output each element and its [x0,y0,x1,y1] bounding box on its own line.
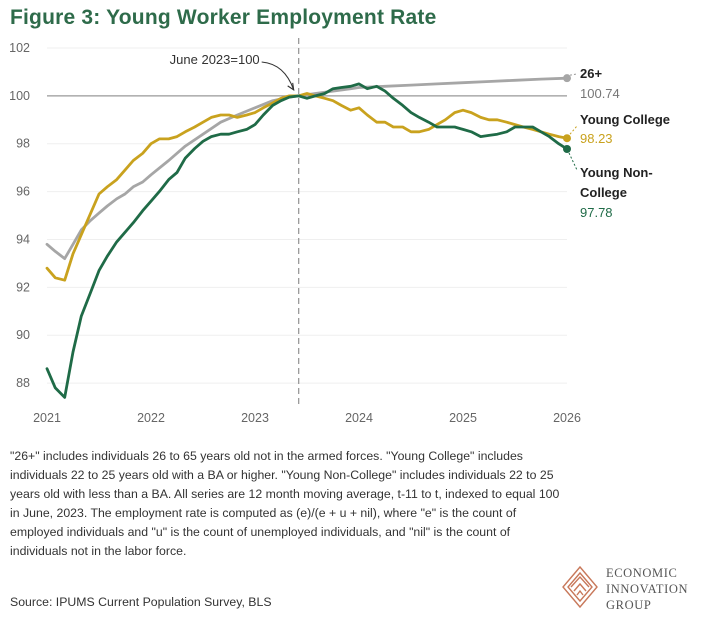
end-labels: 26+ 100.74 Young College 98.23 Young Non- Col… [568,66,670,220]
annotation-arrowhead [287,82,295,92]
x-tick-label: 2023 [241,411,269,425]
x-tick-label: 2022 [137,411,165,425]
y-axis: 88 90 92 94 96 98 100 102 [9,41,30,390]
annotation-arrow [261,61,295,91]
eig-wordmark: ECONOMIC INNOVATION GROUP [606,565,688,613]
label-26plus-name: 26+ [580,66,602,81]
eig-logo: ECONOMIC INNOVATION GROUP [560,563,700,615]
label-26plus-value: 100.74 [580,86,620,101]
y-tick-label: 94 [16,232,30,246]
annotation-label: June 2023=100 [170,52,260,67]
x-tick-label: 2024 [345,411,373,425]
footnote: "26+" includes individuals 26 to 65 year… [10,449,560,558]
logo-line-2: INNOVATION [606,582,689,596]
leader-young-noncollege [568,152,578,171]
leader-young-college [569,125,578,135]
x-tick-label: 2021 [33,411,61,425]
end-markers [563,74,571,153]
y-tick-label: 92 [16,280,30,294]
series-line-26- [45,76,569,260]
label-young-college-value: 98.23 [580,131,613,146]
source-note: Source: IPUMS Current Population Survey,… [10,595,272,609]
label-young-noncollege-name-2: College [580,185,627,200]
leader-26plus [569,73,578,76]
logo-line-1: ECONOMIC [606,566,678,580]
series-line-young-college [45,92,569,282]
end-point-young-college [563,134,571,143]
y-tick-label: 88 [16,376,30,390]
label-young-noncollege-name-1: Young Non- [580,165,653,180]
eig-diamond-icon [562,565,598,609]
y-tick-label: 98 [16,137,30,151]
series-lines [45,76,569,399]
series-line-young-non-college [45,82,569,399]
x-tick-label: 2026 [553,411,581,425]
y-tick-label: 90 [16,328,30,342]
y-tick-label: 100 [9,89,30,103]
x-tick-label: 2025 [449,411,477,425]
y-tick-label: 96 [16,185,30,199]
label-young-noncollege-value: 97.78 [580,205,613,220]
end-point-young-non-college [563,144,571,153]
chart-title: Figure 3: Young Worker Employment Rate [10,6,437,29]
end-point-26- [563,74,571,83]
x-axis: 2021 2022 2023 2024 2025 2026 [33,411,581,425]
label-young-college-name: Young College [580,112,670,127]
y-tick-label: 102 [9,41,30,55]
logo-line-3: GROUP [606,598,652,612]
